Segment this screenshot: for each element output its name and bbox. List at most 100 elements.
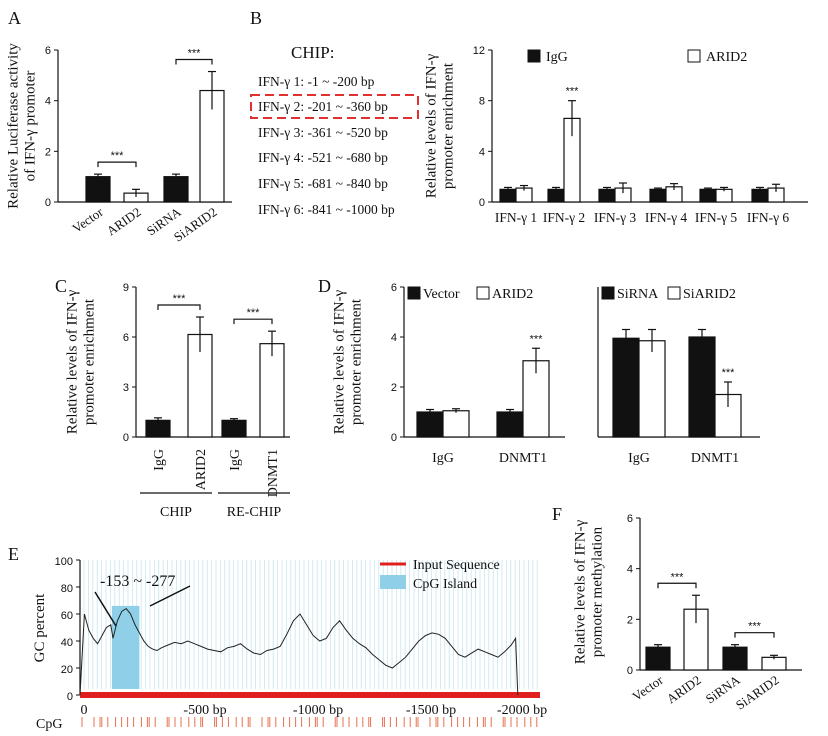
chart-b-xtick-label: IFN-γ 6 xyxy=(747,210,790,225)
chart-d1-bar-s2-1 xyxy=(442,410,470,438)
chart-d1-bar-s1-1 xyxy=(416,411,444,438)
chart-d1-xtick-label: DNMT1 xyxy=(499,451,547,466)
chart-e-xtick-label: -2000 bp xyxy=(497,703,547,718)
chart-b-xtick-label: IFN-γ 5 xyxy=(695,210,738,225)
chart-c-ytick-label: 3 xyxy=(123,382,129,394)
chart-d1-bar-s1-2 xyxy=(496,411,524,438)
chart-e-ylabel: GC percent xyxy=(32,593,48,663)
chip-item-2: IFN-γ 2: -201 ~ -360 bp xyxy=(258,99,388,114)
chart-a-sig-1-significance: *** xyxy=(111,150,125,162)
chart-e-ytick-label: 40 xyxy=(61,637,73,649)
chart-d1-ylabel: Relative levels of IFN-γ xyxy=(332,289,348,434)
chart-d1-ytick-label: 0 xyxy=(391,432,397,444)
chart-c-sig-2-bracket xyxy=(233,318,273,325)
chart-d2-legend-siarid2: SiARID2 xyxy=(683,287,736,302)
chip-region-list: CHIP: IFN-γ 1: -1 ~ -200 bp IFN-γ 2: -20… xyxy=(250,43,419,217)
chip-item-4: IFN-γ 4: -521 ~ -680 bp xyxy=(258,150,388,165)
chart-f-sig-2-bracket xyxy=(734,632,775,638)
chart-d2-xtick-label: IgG xyxy=(628,451,650,466)
chart-b-xtick-label: IFN-γ 2 xyxy=(543,210,585,225)
chart-f-ytick-label: 2 xyxy=(627,614,633,626)
chart-a-bar-1 xyxy=(85,176,111,203)
chart-d1-ylabel: promoter enrichment xyxy=(349,298,365,425)
chart-d1-bar-s2-2 xyxy=(522,360,550,438)
chart-e-xtick-label: -1000 bp xyxy=(293,703,343,718)
chart-d2-bar-s1-2 xyxy=(688,336,716,438)
chart-f-xtick-label: Vector xyxy=(629,672,666,704)
chart-c-ytick-label: 6 xyxy=(123,332,129,344)
chart-b-ylabel: Relative levels of IFN-γ xyxy=(424,53,440,198)
chart-f-ylabel: promoter methylation xyxy=(590,526,606,657)
chart-d2-bar-s2-1 xyxy=(638,340,666,438)
chart-f-bar-1 xyxy=(645,646,671,671)
chip-item-6: IFN-γ 6: -841 ~ -1000 bp xyxy=(258,202,395,217)
chart-b-ylabel: promoter enrichment xyxy=(441,62,457,189)
chart-e-cpg-row-label: CpG xyxy=(36,717,62,732)
chart-f-ytick-label: 6 xyxy=(627,513,633,525)
chart-d2-bar-s2-2 xyxy=(714,393,742,438)
chart-a-ytick-label: 4 xyxy=(45,96,51,108)
chart-c-xtick-label: IgG xyxy=(228,449,243,471)
chart-e-legend-swatch-cpg xyxy=(380,575,406,589)
chart-c-sig-1-significance: *** xyxy=(173,293,187,305)
chart-c-xtick-label: DNMT1 xyxy=(266,449,281,497)
chart-b-xtick-label: IFN-γ 3 xyxy=(594,210,637,225)
panel-label-e: E xyxy=(8,544,19,564)
chart-d1-ytick-label: 2 xyxy=(391,382,397,394)
chart-b-bar-s1-4 xyxy=(649,188,667,203)
chart-d2-legend-sirna: SiRNA xyxy=(617,287,659,302)
chart-b-ytick-label: 0 xyxy=(479,197,485,209)
chart-c-group-chip: CHIP xyxy=(160,505,192,520)
chart-f-sig-1-significance: *** xyxy=(671,571,685,583)
chart-e-ytick-label: 20 xyxy=(61,664,73,676)
chart-c-ylabel: Relative levels of IFN-γ xyxy=(65,289,81,434)
chart-b-significance: *** xyxy=(566,86,580,98)
chart-b-xtick-label: IFN-γ 1 xyxy=(495,210,537,225)
chart-a-xtick-label: Vector xyxy=(69,204,106,236)
chart-b-legend-swatch-igg xyxy=(527,49,541,63)
chart-d2-bar-s1-1 xyxy=(612,337,640,438)
chart-f-xtick-label: SiARID2 xyxy=(733,672,782,712)
panel-label-b: B xyxy=(250,8,262,28)
chart-f-ytick-label: 4 xyxy=(627,564,633,576)
chart-e-ytick-label: 80 xyxy=(61,583,73,595)
chart-b-ytick-label: 4 xyxy=(479,146,485,158)
chart-c-ytick-label: 9 xyxy=(123,282,129,294)
chart-b-legend-swatch-arid2 xyxy=(687,49,701,63)
chart-c-bar-3 xyxy=(221,419,247,438)
chart-d2-legend-swatch-sirna xyxy=(601,286,615,300)
chart-c-sig-2-significance: *** xyxy=(247,307,261,319)
chart-e-xtick-label: 0 xyxy=(81,703,88,718)
chart-a-sig-1-bracket xyxy=(97,161,137,168)
panel-label-f: F xyxy=(552,504,562,524)
chart-b-legend-igg: IgG xyxy=(546,50,568,65)
chart-a-ytick-label: 0 xyxy=(45,197,51,209)
chart-d1-legend-swatch-vector xyxy=(407,286,421,300)
chart-e-annotation-pointer xyxy=(94,585,191,627)
chart-d1-legend-swatch-arid2 xyxy=(476,286,490,300)
chart-b-bar-s1-5 xyxy=(699,188,717,203)
chart-d1-xtick-label: IgG xyxy=(432,451,454,466)
chart-a-sig-2-significance: *** xyxy=(188,48,202,60)
panel-label-a: A xyxy=(8,8,21,28)
chip-item-1: IFN-γ 1: -1 ~ -200 bp xyxy=(258,74,375,89)
chart-a-ylabel: Relative Luciferase activity xyxy=(6,43,22,209)
chart-b-ytick-label: 8 xyxy=(479,96,485,108)
chart-e-ytick-label: 60 xyxy=(61,610,73,622)
chart-d1-legend-vector: Vector xyxy=(423,287,460,302)
chip-item-5: IFN-γ 5: -681 ~ -840 bp xyxy=(258,176,388,191)
chart-a-ytick-label: 6 xyxy=(45,45,51,57)
panel-label-d: D xyxy=(318,276,331,296)
chart-d1-significance: *** xyxy=(530,333,544,345)
chart-d2-significance: *** xyxy=(722,367,736,379)
chart-f-ylabel: Relative levels of IFN-γ xyxy=(573,519,589,664)
chart-c-ytick-label: 0 xyxy=(123,432,129,444)
chart-e-xtick-label: -500 bp xyxy=(183,703,226,718)
panel-label-c: C xyxy=(55,276,67,296)
chart-b-xtick-label: IFN-γ 4 xyxy=(645,210,688,225)
chart-c-sig-1-bracket xyxy=(157,304,201,310)
chart-c-group-rechip: RE-CHIP xyxy=(227,505,282,520)
chart-d2-xtick-label: DNMT1 xyxy=(691,451,739,466)
